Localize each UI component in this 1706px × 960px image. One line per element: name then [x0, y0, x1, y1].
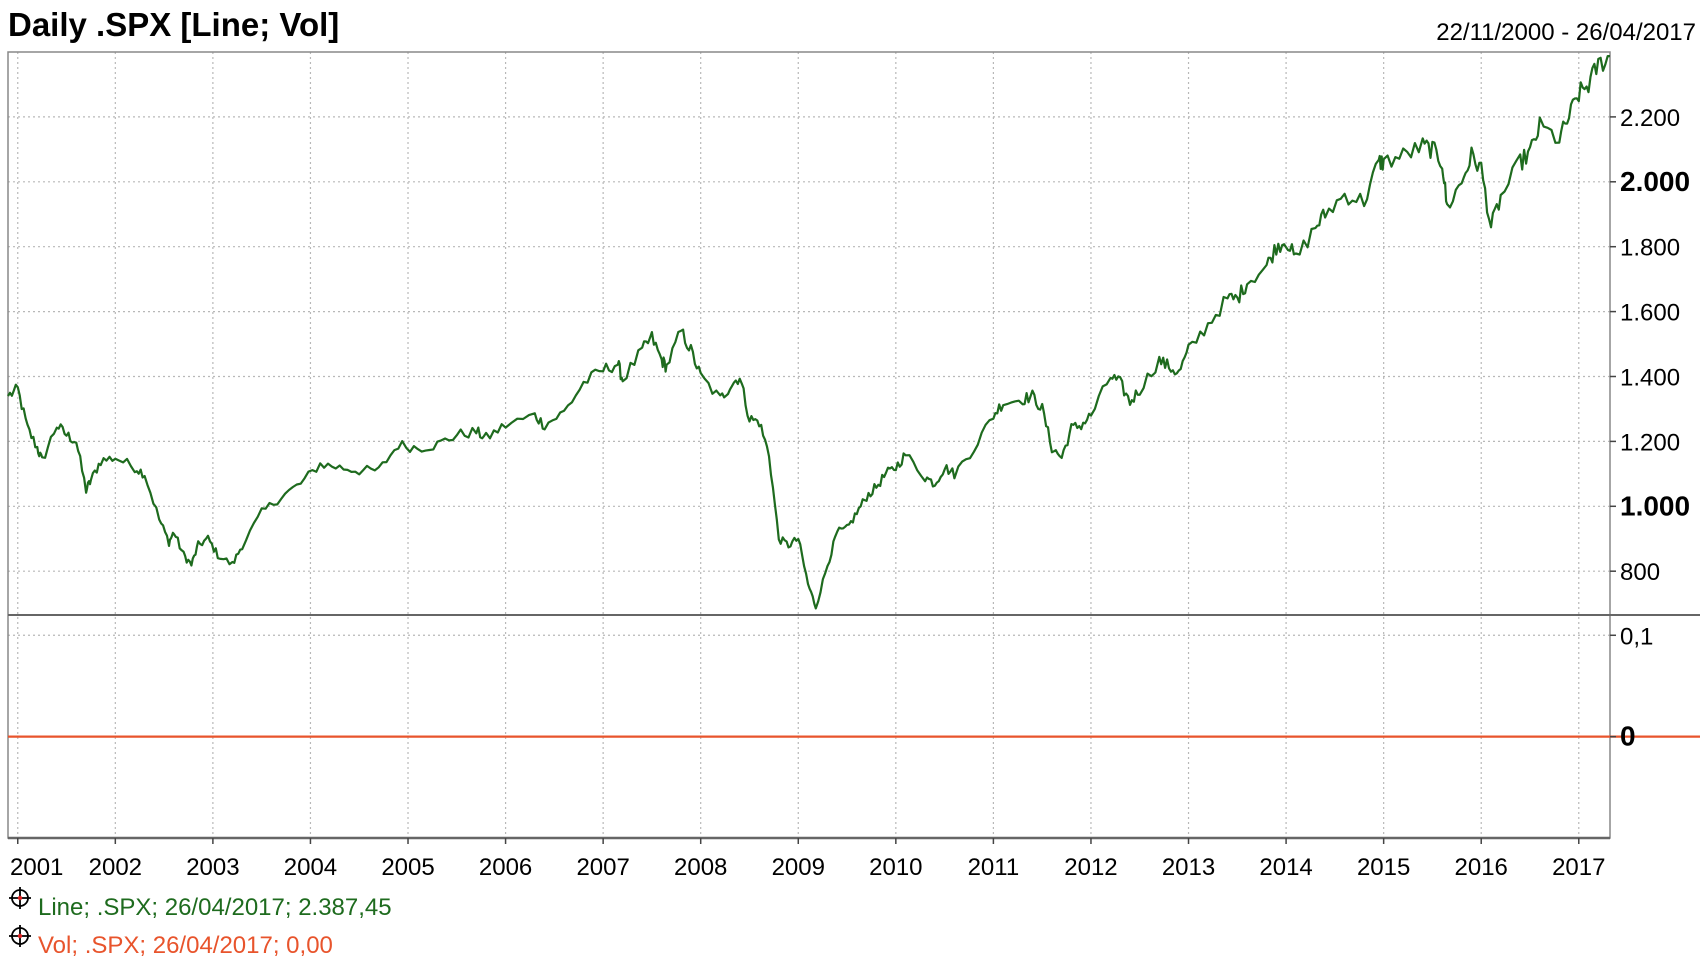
- grid-lines: [8, 52, 1610, 838]
- x-tick-label-2006: 2006: [479, 854, 532, 881]
- x-tick-label-2016: 2016: [1455, 854, 1508, 881]
- x-tick-label-2011: 2011: [968, 854, 1020, 881]
- y-tick-label-price: 1.800: [1620, 235, 1680, 262]
- x-tick-label-2014: 2014: [1259, 854, 1312, 881]
- series-layer: [7, 55, 1700, 738]
- crosshair-circle-icon[interactable]: [9, 925, 31, 947]
- plot-border: [7, 51, 1611, 839]
- y-tick-labels: 800 1.000 1.200 1.400 1.600 1.800 2.000 2.200 0,…: [1610, 105, 1690, 752]
- x-tick-label-2015: 2015: [1357, 854, 1410, 881]
- y-tick-label-price: 1.600: [1620, 300, 1680, 327]
- plot-frame: [7, 51, 1700, 840]
- x-tick-label-2005: 2005: [381, 854, 434, 881]
- x-tick-label-2008: 2008: [674, 854, 727, 881]
- x-tick-label-2001: 2001: [10, 854, 63, 881]
- x-tick-label-2012: 2012: [1064, 854, 1117, 881]
- crosshair-circle-icon[interactable]: [9, 887, 31, 909]
- legend-vol-label: Vol; .SPX; 26/04/2017; 0,00: [38, 932, 333, 959]
- y-tick-label-vol: 0,1: [1620, 623, 1653, 650]
- y-tick-label-price: 1.000: [1620, 490, 1690, 521]
- legend-line-label: Line; .SPX; 26/04/2017; 2.387,45: [38, 894, 392, 921]
- chart-title: Daily .SPX [Line; Vol]: [8, 6, 339, 43]
- legend-line-entry[interactable]: Line; .SPX; 26/04/2017; 2.387,45: [9, 887, 392, 921]
- date-range-label: 22/11/2000 - 26/04/2017: [1436, 19, 1696, 46]
- legend-vol-entry[interactable]: Vol; .SPX; 26/04/2017; 0,00: [9, 925, 333, 959]
- y-tick-label-price: 2.000: [1620, 166, 1690, 197]
- legend: Line; .SPX; 26/04/2017; 2.387,45 Vol; .S…: [9, 887, 392, 959]
- x-tick-label-2003: 2003: [186, 854, 239, 881]
- x-tick-labels: 2001 2002 2003 2004 2005 2006 2007 2008 2009 2010…: [10, 838, 1605, 881]
- x-tick-label-2004: 2004: [284, 854, 337, 881]
- y-tick-label-price: 1.200: [1620, 429, 1680, 456]
- y-tick-label-price: 800: [1620, 559, 1660, 586]
- x-tick-label-2010: 2010: [869, 854, 922, 881]
- y-tick-label-price: 1.400: [1620, 364, 1680, 391]
- y-tick-label-price: 2.200: [1620, 105, 1680, 132]
- x-tick-label-2013: 2013: [1162, 854, 1215, 881]
- x-tick-label-2017: 2017: [1552, 854, 1605, 881]
- x-tick-label-2007: 2007: [576, 854, 629, 881]
- series-line-spx: [7, 55, 1610, 610]
- x-tick-label-2009: 2009: [772, 854, 825, 881]
- x-tick-label-2002: 2002: [89, 854, 142, 881]
- y-tick-label-vol: 0: [1620, 721, 1636, 752]
